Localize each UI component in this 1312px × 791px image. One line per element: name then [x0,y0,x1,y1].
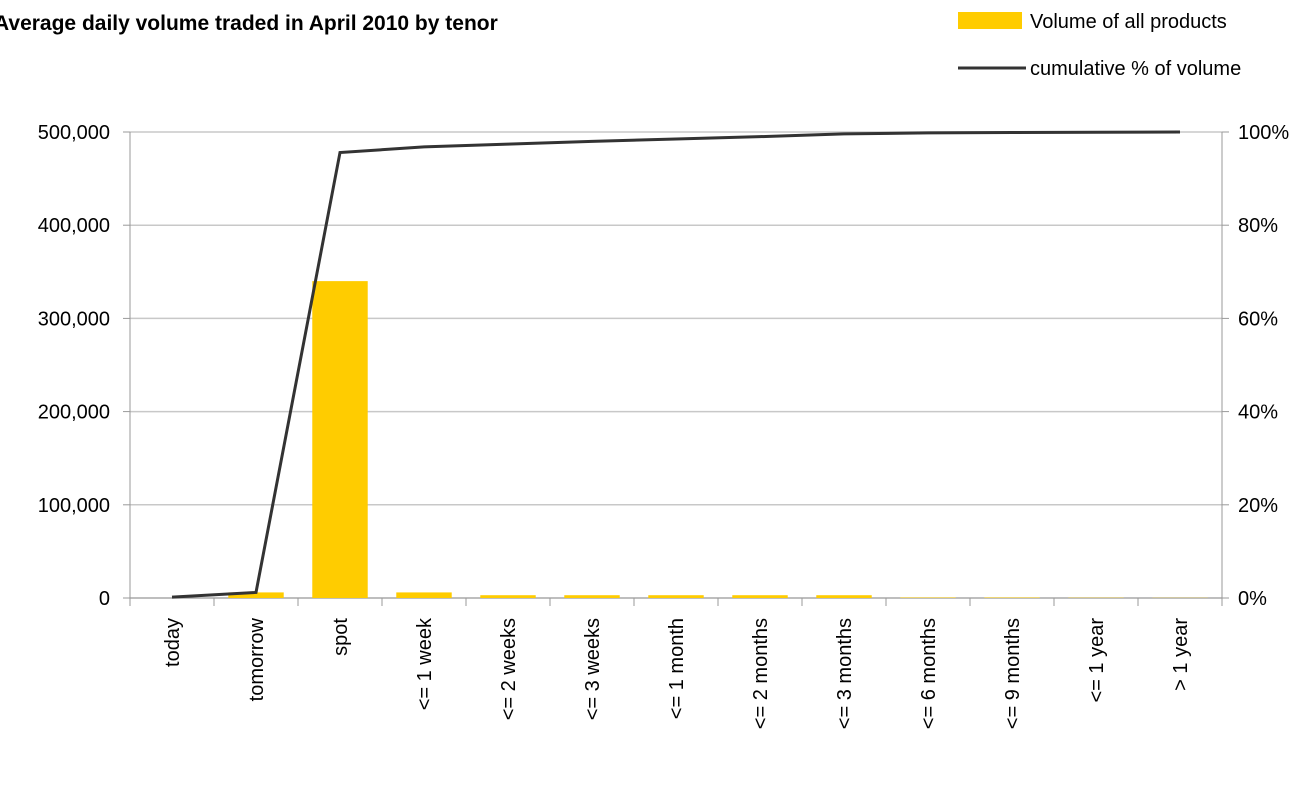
y-tick-label: 500,000 [38,122,110,144]
x-tick-label: <= 1 year [1086,618,1108,703]
x-tick-label: <= 6 months [918,618,940,729]
x-tick-label: tomorrow [246,617,268,701]
x-tick-label: <= 1 week [414,617,436,710]
y2-tick-label: 40% [1238,402,1278,424]
legend-label: Volume of all products [1030,11,1227,33]
bar [480,595,535,598]
chart-title: Average daily volume traded in April 201… [0,12,498,35]
legend-label: cumulative % of volume [1030,58,1241,80]
legend-swatch [958,12,1022,29]
bar [732,595,787,598]
x-tick-label: today [162,618,184,667]
bar [564,595,619,598]
y-tick-label: 400,000 [38,215,110,237]
bar [312,281,367,598]
x-tick-label: <= 2 months [750,618,772,729]
y2-tick-label: 100% [1238,122,1289,144]
bar [816,595,871,598]
y2-tick-label: 20% [1238,495,1278,517]
x-tick-label: spot [330,618,352,656]
y-tick-label: 200,000 [38,402,110,424]
y-tick-label: 0 [99,588,110,610]
x-tick-label: <= 3 weeks [582,618,604,720]
x-tick-label: <= 2 weeks [498,618,520,720]
y-tick-label: 300,000 [38,308,110,330]
y2-tick-label: 0% [1238,588,1267,610]
x-tick-label: <= 1 month [666,618,688,719]
bar [396,592,451,598]
y-tick-label: 100,000 [38,495,110,517]
bar [648,595,703,598]
y2-tick-label: 60% [1238,308,1278,330]
x-tick-label: <= 3 months [834,618,856,729]
x-tick-label: > 1 year [1170,618,1192,691]
x-tick-label: <= 9 months [1002,618,1024,729]
y2-tick-label: 80% [1238,215,1278,237]
